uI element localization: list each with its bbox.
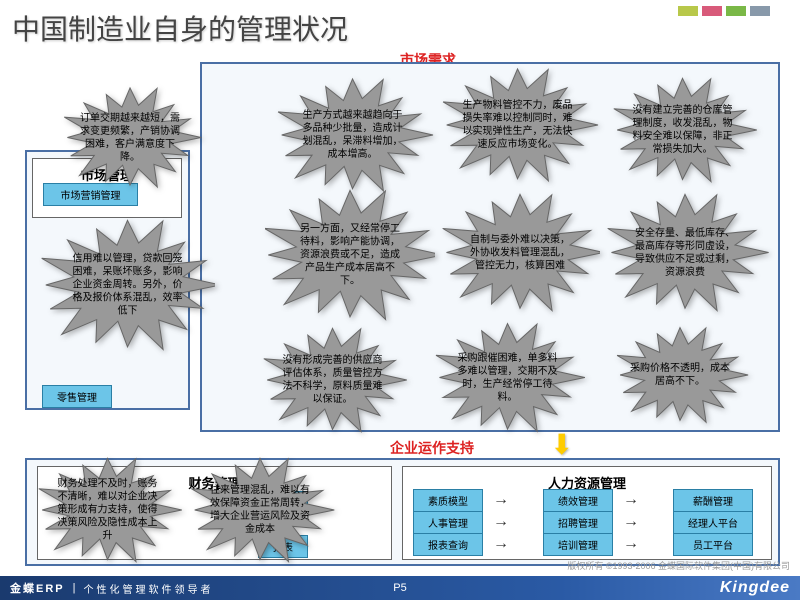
burst-text-7: 安全存量、最低库存、最高库存等形同虚设，导致供应不足或过剩，资源浪费 [600, 227, 770, 279]
burst-text-10: 采购价格不透明，成本居高不下。 [600, 362, 760, 388]
cell-hr-8: 员工平台 [673, 533, 753, 556]
footer-logo: Kingdee [720, 579, 790, 597]
cell-hr-1: 人事管理 [413, 511, 483, 534]
burst-11: 财务处理不及时，账务不清晰，难以对企业决策形成有力支持，使得决策风险及隐性成本上… [25, 450, 190, 570]
burst-text-8: 没有形成完善的供应商评估体系，质量管控方法不科学，原料质量难以保证。 [250, 354, 415, 406]
burst-text-9: 采购跟催困难，单多料多难以管理，交期不及时，生产经常停工待料。 [425, 352, 590, 404]
burst-text-6: 自制与委外难以决策，外协收发料管理混乱，管控无力，核算困难 [440, 233, 600, 272]
group-hr: 人力资源管理 素质模型 人事管理 报表查询 绩效管理 招聘管理 培训管理 薪酬管… [402, 466, 772, 560]
page-number: P5 [393, 582, 406, 594]
burst-text-5: 另一方面，又经常停工待料，影响产能协调，资源浪费或不足，造成产品生产成本居高不下… [265, 223, 435, 288]
footer-brand: 金蝶ERP [10, 580, 65, 596]
burst-10: 采购价格不透明，成本居高不下。 [600, 320, 760, 430]
cell-hr-4: 招聘管理 [543, 511, 613, 534]
burst-text-2: 生产物料管控不力，废品损失率难以控制同时，难以实现弹性生产，无法快速反应市场变化… [430, 99, 605, 151]
burst-text-3: 没有建立完善的仓库管理制度，收发混乱，物料安全难以保障，非正常损失加大。 [600, 104, 765, 156]
section-label-support: 企业运作支持 [390, 438, 474, 458]
burst-2: 生产物料管控不力，废品损失率难以控制同时，难以实现弹性生产，无法快速反应市场变化… [430, 60, 605, 190]
cell-hr-0: 素质模型 [413, 489, 483, 512]
burst-3: 没有建立完善的仓库管理制度，收发混乱，物料安全难以保障，非正常损失加大。 [600, 70, 765, 190]
burst-6: 自制与委外难以决策，外协收发料管理混乱，管控无力，核算困难 [440, 185, 600, 320]
burst-5: 另一方面，又经常停工待料，影响产能协调，资源浪费或不足，造成产品生产成本居高不下… [265, 180, 435, 330]
cell-hr-2: 报表查询 [413, 533, 483, 556]
top-color-bar [678, 6, 770, 16]
burst-7: 安全存量、最低库存、最高库存等形同虚设，导致供应不足或过剩，资源浪费 [600, 185, 770, 320]
copyright: 版权所有 ©1993-2006 金蝶国际软件集团(中国)有限公司 [567, 559, 790, 572]
burst-8: 没有形成完善的供应商评估体系，质量管控方法不科学，原料质量难以保证。 [250, 320, 415, 440]
burst-0: 订单交期越来越短，需求变更频繁，产销协调困难，客户满意度下降。 [50, 80, 210, 195]
burst-text-12: 往来管理混乱，难以有效保障资金正常周转，增大企业营运风险及资金成本 [175, 484, 345, 536]
footer-bar: 金蝶ERP | 个性化管理软件领导者 P5 Kingdee [0, 576, 800, 600]
burst-9: 采购跟催困难，单多料多难以管理，交期不及时，生产经常停工待料。 [425, 315, 590, 440]
footer-slogan: 个性化管理软件领导者 [83, 581, 213, 596]
cell-market-1: 零售管理 [42, 385, 112, 408]
burst-text-0: 订单交期越来越短，需求变更频繁，产销协调困难，客户满意度下降。 [50, 112, 210, 164]
cell-hr-7: 经理人平台 [673, 511, 753, 534]
cell-hr-5: 培训管理 [543, 533, 613, 556]
burst-4: 信用难以管理，贷款回笼困难，呆账坏账多，影响企业资金周转。另外，价格及报价体系混… [40, 210, 215, 360]
burst-text-11: 财务处理不及时，账务不清晰，难以对企业决策形成有力支持，使得决策风险及隐性成本上… [25, 478, 190, 543]
burst-text-1: 生产方式越来越趋向于多品种少批量，造成计划混乱，呆滞料增加，成本增高。 [270, 109, 435, 161]
cell-hr-6: 薪酬管理 [673, 489, 753, 512]
content-area: 市场需求 企业运作支持 ⬇ 财务管理 现金管理 报表 人力资源管理 素质模型 人… [10, 50, 790, 570]
burst-text-4: 信用难以管理，贷款回笼困难，呆账坏账多，影响企业资金周转。另外，价格及报价体系混… [40, 253, 215, 318]
burst-12: 往来管理混乱，难以有效保障资金正常周转，增大企业营运风险及资金成本 [175, 450, 345, 570]
cell-hr-3: 绩效管理 [543, 489, 613, 512]
